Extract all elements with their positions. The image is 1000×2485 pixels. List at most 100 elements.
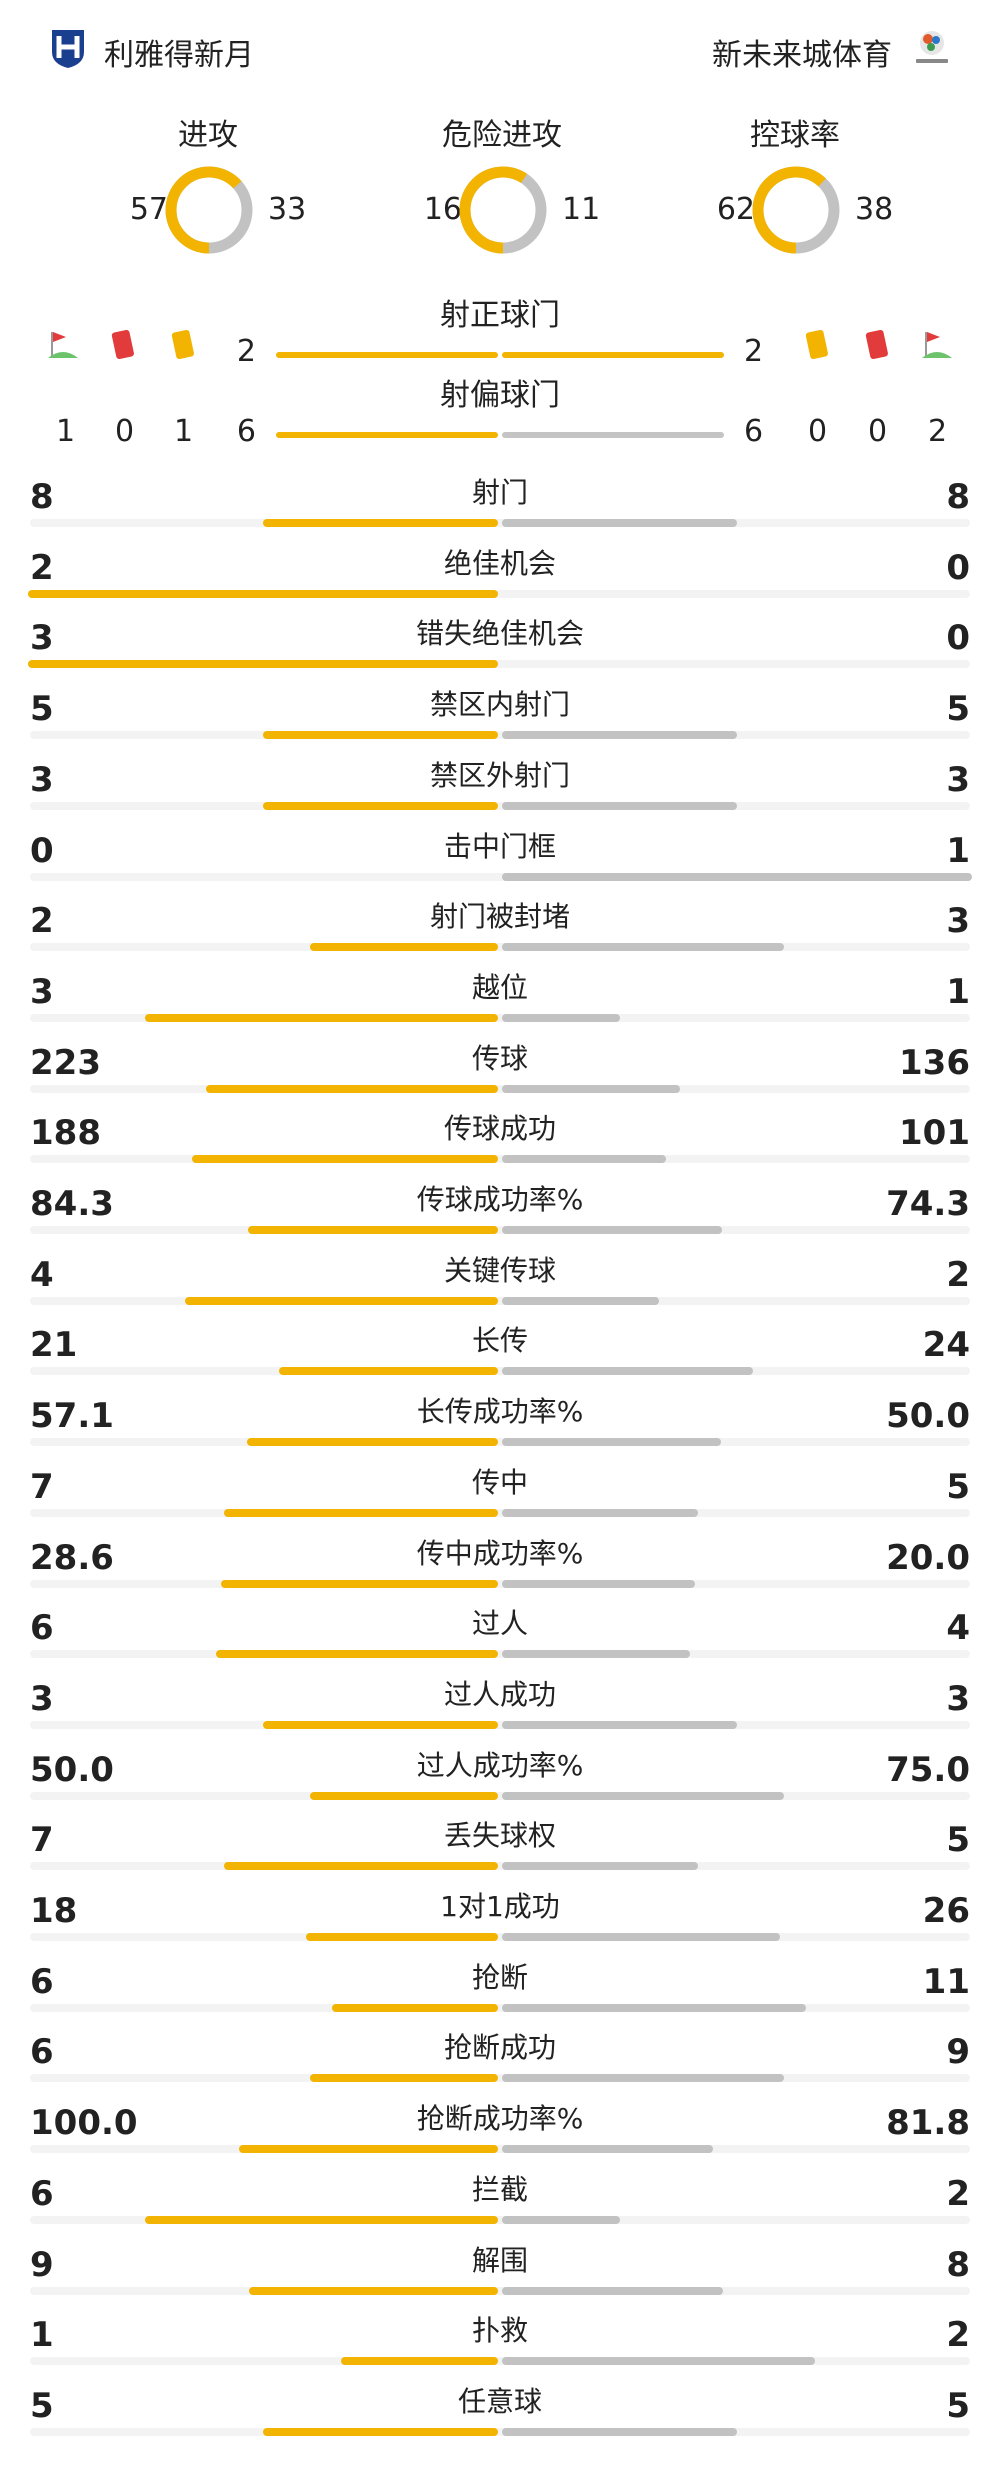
shots-off-target-row: 射偏球门 1 0 1 6 6 0 0 2 (0, 370, 1000, 450)
stat-name: 抢断 (471, 1961, 528, 1994)
stat-home-value: 3 (30, 760, 54, 800)
stat-track (30, 1933, 970, 1941)
stat-track (30, 660, 970, 668)
stat-away-bar (502, 2074, 784, 2082)
stat-away-bar (502, 519, 737, 527)
away-shots-off-target: 6 (744, 414, 764, 449)
home-shots-on-target-bar (276, 352, 498, 358)
donut-home-arc (165, 166, 253, 254)
stat-row: 84.3 传球成功率% 74.3 (0, 1174, 1000, 1244)
stat-track (30, 1580, 970, 1588)
stat-home-value: 2 (30, 548, 54, 588)
stat-away-bar (502, 1933, 780, 1941)
stat-home-value: 188 (30, 1113, 101, 1153)
stat-row: 6 抢断成功 9 (0, 2022, 1000, 2092)
stat-home-bar (185, 1297, 498, 1305)
stat-away-value: 4 (946, 1608, 970, 1648)
stat-away-bar (502, 2357, 815, 2365)
stat-track (30, 1862, 970, 1870)
stat-away-value: 0 (946, 618, 970, 658)
stat-row: 0 击中门框 1 (0, 821, 1000, 891)
stat-track (30, 1367, 970, 1375)
stat-track (30, 1226, 970, 1234)
stat-away-bar (502, 2287, 723, 2295)
home-corners: 1 (56, 414, 76, 449)
stat-away-bar (502, 1438, 721, 1446)
stat-home-value: 4 (30, 1255, 54, 1295)
stat-home-bar (192, 1155, 498, 1163)
stat-home-bar (249, 2287, 498, 2295)
stat-away-value: 20.0 (886, 1538, 970, 1578)
home-shots-off-target: 6 (236, 414, 256, 449)
stat-away-value: 26 (922, 1891, 970, 1931)
stat-name: 传中 (471, 1466, 528, 1499)
stat-row: 6 拦截 2 (0, 2164, 1000, 2234)
stat-name: 1对1成功 (440, 1890, 560, 1923)
stat-name: 射门 (471, 476, 528, 509)
stat-away-value: 1 (946, 972, 970, 1012)
stat-track (30, 873, 970, 881)
stat-name: 长传 (471, 1324, 528, 1357)
away-shots-off-target-bar (502, 432, 724, 438)
stat-home-bar (310, 1792, 498, 1800)
summary-donut (165, 166, 253, 254)
stat-away-value: 2 (946, 2174, 970, 2214)
stat-home-bar (263, 731, 498, 739)
away-yellow-cards: 0 (808, 414, 828, 449)
stat-home-bar (145, 1014, 498, 1022)
stat-away-bar (502, 1580, 695, 1588)
stat-home-bar (28, 590, 498, 598)
stat-track (30, 590, 970, 598)
stat-away-bar (502, 2428, 737, 2436)
al-hilal-crest-icon (52, 30, 84, 68)
shots-on-target-label: 射正球门 (440, 298, 560, 333)
stat-away-value: 8 (946, 2245, 970, 2285)
stat-home-bar (306, 1933, 498, 1941)
home-shots-on-target: 2 (236, 334, 256, 369)
stat-track (30, 1650, 970, 1658)
stat-track (30, 1014, 970, 1022)
stat-away-value: 5 (946, 1467, 970, 1507)
stat-row: 6 过人 4 (0, 1598, 1000, 1668)
stat-home-bar (310, 2074, 498, 2082)
stat-row: 57.1 长传成功率% 50.0 (0, 1386, 1000, 1456)
stat-home-value: 28.6 (30, 1538, 114, 1578)
away-team-name: 新未来城体育 (712, 38, 892, 73)
summary-donut (459, 166, 547, 254)
stat-home-value: 0 (30, 831, 54, 871)
stat-track (30, 2145, 970, 2153)
stat-row: 7 传中 5 (0, 1457, 1000, 1527)
stat-track (30, 519, 970, 527)
stat-home-value: 2 (30, 901, 54, 941)
stat-row: 2 射门被封堵 3 (0, 891, 1000, 961)
stat-name: 抢断成功 (443, 2031, 556, 2064)
stat-row: 28.6 传中成功率% 20.0 (0, 1528, 1000, 1598)
stat-home-value: 8 (30, 477, 54, 517)
stat-away-value: 5 (946, 2386, 970, 2426)
stat-row: 8 射门 8 (0, 467, 1000, 537)
stat-track (30, 1297, 970, 1305)
shots-on-target-row: 射正球门 2 2 (0, 290, 1000, 370)
away-shots-on-target: 2 (744, 334, 764, 369)
summary-home-value: 57 (129, 192, 168, 227)
stat-name: 丢失球权 (443, 1819, 556, 1852)
stat-row: 9 解围 8 (0, 2235, 1000, 2305)
stat-away-value: 5 (946, 1820, 970, 1860)
stat-row: 5 禁区内射门 5 (0, 679, 1000, 749)
stat-away-value: 3 (946, 760, 970, 800)
stat-away-bar (502, 1792, 784, 1800)
stat-home-value: 50.0 (30, 1750, 114, 1790)
stat-home-value: 5 (30, 2386, 54, 2426)
stat-track (30, 943, 970, 951)
stat-home-bar (145, 2216, 498, 2224)
match-header: 利雅得新月 新未来城体育 (0, 0, 1000, 100)
stat-home-value: 1 (30, 2315, 54, 2355)
stat-row: 18 1对1成功 26 (0, 1881, 1000, 1951)
summary-home-value: 16 (423, 192, 462, 227)
stat-track (30, 2357, 970, 2365)
stat-row: 188 传球成功 101 (0, 1103, 1000, 1173)
stat-away-value: 3 (946, 901, 970, 941)
stat-name: 长传成功率% (416, 1395, 584, 1428)
stat-home-value: 21 (30, 1325, 78, 1365)
stat-home-value: 57.1 (30, 1396, 114, 1436)
